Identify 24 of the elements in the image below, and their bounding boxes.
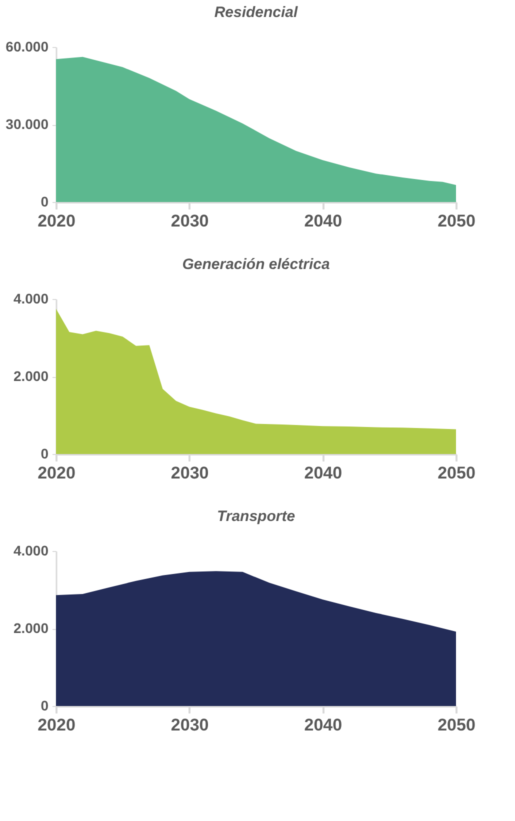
y-tick-label: 4.000 [13,290,49,306]
y-tick-label: 0 [40,446,49,462]
x-tick-label: 2030 [170,212,209,230]
x-tick-label: 2030 [170,716,209,734]
y-tick-label: 4.000 [13,542,49,558]
y-tick-label: 0 [40,194,49,210]
x-tick-label: 2040 [304,212,342,230]
y-tick-label: 2.000 [13,620,49,636]
x-tick-label: 2040 [304,716,342,734]
chart-title: Residencial [214,4,299,21]
x-tick-label: 2020 [38,464,76,482]
y-tick-label: 60.000 [6,38,49,54]
y-tick-label: 2.000 [13,368,49,384]
y-tick-label: 0 [40,698,49,714]
x-tick-label: 2050 [438,212,476,230]
x-tick-label: 2020 [38,212,76,230]
x-tick-label: 2050 [438,464,476,482]
x-tick-label: 2030 [170,464,209,482]
chart-title: Transporte [216,508,296,525]
x-tick-label: 2020 [38,716,76,734]
chart-title: Generación eléctrica [182,256,330,273]
x-tick-label: 2050 [438,716,476,734]
x-tick-label: 2040 [304,464,342,482]
y-tick-label: 30.000 [6,116,49,132]
